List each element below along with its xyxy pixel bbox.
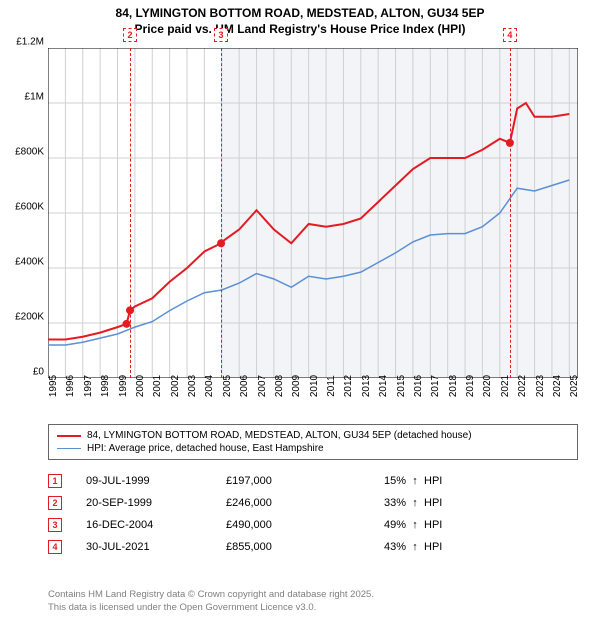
title-line-1: 84, LYMINGTON BOTTOM ROAD, MEDSTEAD, ALT… <box>10 6 590 22</box>
legend: 84, LYMINGTON BOTTOM ROAD, MEDSTEAD, ALT… <box>48 424 578 460</box>
arrow-up-icon: ↑ <box>406 475 424 487</box>
x-tick-label: 2021 <box>500 375 511 397</box>
x-tick-label: 2004 <box>204 375 215 397</box>
x-tick-label: 2010 <box>309 375 320 397</box>
x-tick-label: 2011 <box>326 375 337 397</box>
x-tick-label: 1997 <box>83 375 94 397</box>
x-tick-label: 1998 <box>100 375 111 397</box>
x-tick-label: 2000 <box>135 375 146 397</box>
row-suffix: HPI <box>424 541 464 553</box>
footer: Contains HM Land Registry data © Crown c… <box>48 589 578 614</box>
table-row: 2 20-SEP-1999£246,00033%↑HPI <box>48 492 578 514</box>
y-tick-label: £400K <box>4 257 44 268</box>
x-tick-label: 2009 <box>291 375 302 397</box>
x-tick-label: 2018 <box>448 375 459 397</box>
table-row: 4 30-JUL-2021£855,00043%↑HPI <box>48 536 578 558</box>
row-pct: 49% <box>346 519 406 531</box>
x-tick-label: 2020 <box>482 375 493 397</box>
row-suffix: HPI <box>424 519 464 531</box>
x-tick-label: 2013 <box>361 375 372 397</box>
row-suffix: HPI <box>424 475 464 487</box>
legend-swatch <box>57 448 81 449</box>
x-tick-label: 2006 <box>239 375 250 397</box>
x-tick-label: 2001 <box>152 375 163 397</box>
x-tick-label: 2002 <box>170 375 181 397</box>
y-tick-label: £1M <box>4 92 44 103</box>
x-tick-label: 2022 <box>517 375 528 397</box>
y-tick-label: £800K <box>4 147 44 158</box>
row-date: 09-JUL-1999 <box>86 475 226 487</box>
x-tick-label: 2016 <box>413 375 424 397</box>
legend-row: HPI: Average price, detached house, East… <box>57 442 569 455</box>
row-price: £197,000 <box>226 475 346 487</box>
legend-swatch <box>57 435 81 437</box>
y-axis-labels: £0£200K£400K£600K£800K£1M£1.2M <box>4 42 44 384</box>
x-tick-label: 2019 <box>465 375 476 397</box>
row-marker: 1 <box>48 474 62 488</box>
row-date: 16-DEC-2004 <box>86 519 226 531</box>
arrow-up-icon: ↑ <box>406 497 424 509</box>
row-marker: 4 <box>48 540 62 554</box>
row-price: £490,000 <box>226 519 346 531</box>
callout-line <box>130 48 131 378</box>
row-suffix: HPI <box>424 497 464 509</box>
x-tick-label: 2014 <box>378 375 389 397</box>
x-tick-label: 1996 <box>65 375 76 397</box>
chart-plot-area: £0£200K£400K£600K£800K£1M£1.2M 199519961… <box>48 48 578 378</box>
x-tick-label: 1999 <box>118 375 129 397</box>
callout-line <box>510 48 511 378</box>
footer-line-1: Contains HM Land Registry data © Crown c… <box>48 589 578 601</box>
x-tick-label: 2012 <box>343 375 354 397</box>
legend-label: HPI: Average price, detached house, East… <box>87 443 324 454</box>
footer-line-2: This data is licensed under the Open Gov… <box>48 602 578 614</box>
y-tick-label: £200K <box>4 312 44 323</box>
x-tick-label: 2025 <box>569 375 580 397</box>
callout-line <box>221 48 222 378</box>
row-marker: 3 <box>48 518 62 532</box>
x-tick-label: 2023 <box>535 375 546 397</box>
arrow-up-icon: ↑ <box>406 541 424 553</box>
x-tick-label: 2017 <box>430 375 441 397</box>
row-date: 20-SEP-1999 <box>86 497 226 509</box>
row-pct: 43% <box>346 541 406 553</box>
x-tick-label: 1995 <box>48 375 59 397</box>
x-tick-label: 2003 <box>187 375 198 397</box>
x-tick-label: 2005 <box>222 375 233 397</box>
y-tick-label: £1.2M <box>4 37 44 48</box>
y-tick-label: £600K <box>4 202 44 213</box>
arrow-up-icon: ↑ <box>406 519 424 531</box>
row-price: £855,000 <box>226 541 346 553</box>
x-tick-label: 2015 <box>396 375 407 397</box>
row-pct: 33% <box>346 497 406 509</box>
x-tick-label: 2007 <box>257 375 268 397</box>
legend-row: 84, LYMINGTON BOTTOM ROAD, MEDSTEAD, ALT… <box>57 429 569 442</box>
row-price: £246,000 <box>226 497 346 509</box>
x-tick-label: 2008 <box>274 375 285 397</box>
row-marker: 2 <box>48 496 62 510</box>
x-tick-label: 2024 <box>552 375 563 397</box>
sales-table: 109-JUL-1999£197,00015%↑HPI220-SEP-1999£… <box>48 470 578 558</box>
callout-marker: 3 <box>214 28 228 42</box>
table-row: 1 09-JUL-1999£197,00015%↑HPI <box>48 470 578 492</box>
callout-marker: 2 <box>123 28 137 42</box>
chart-container: 84, LYMINGTON BOTTOM ROAD, MEDSTEAD, ALT… <box>0 0 600 620</box>
chart-svg <box>48 48 578 378</box>
table-row: 3 16-DEC-2004£490,00049%↑HPI <box>48 514 578 536</box>
callout-marker: 4 <box>503 28 517 42</box>
row-pct: 15% <box>346 475 406 487</box>
legend-label: 84, LYMINGTON BOTTOM ROAD, MEDSTEAD, ALT… <box>87 430 472 441</box>
x-axis-labels: 1995199619971998199920002001200220032004… <box>48 380 578 420</box>
row-date: 30-JUL-2021 <box>86 541 226 553</box>
y-tick-label: £0 <box>4 367 44 378</box>
